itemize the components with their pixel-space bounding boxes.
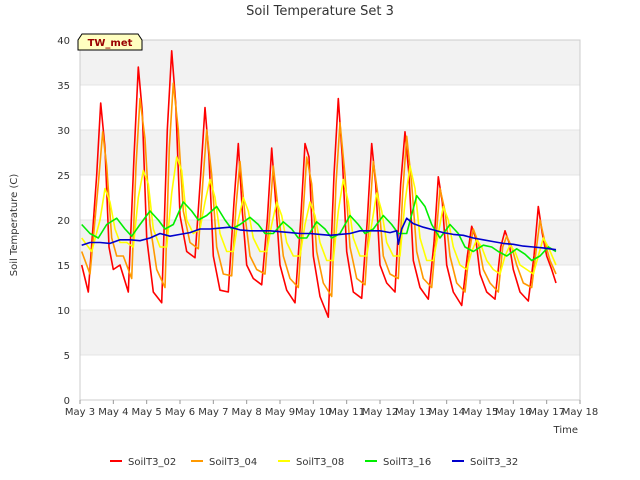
x-tick-label: May 15 — [462, 407, 499, 418]
x-tick-label: May 6 — [165, 407, 195, 418]
x-axis-ticks: May 3 May 4 May 5 May 6 May 7 May 8 May 9 May 1… — [65, 400, 598, 418]
plot-frame — [79, 39, 581, 401]
y-tick-label: 25 — [57, 171, 70, 182]
grid-band — [80, 310, 580, 355]
x-axis-label: Time — [553, 425, 578, 436]
y-axis-ticks: 0 5 10 15 20 25 30 35 40 — [57, 36, 70, 407]
grid-band — [80, 175, 580, 220]
x-tick-label: May 8 — [232, 407, 262, 418]
grid-bands — [80, 39, 580, 400]
tag-box: TW_met — [77, 33, 143, 51]
y-tick-label: 40 — [57, 36, 70, 47]
y-tick-label: 0 — [64, 396, 70, 407]
legend: SoilT3_02 SoilT3_04 SoilT3_08 SoilT3_16 Soil… — [110, 457, 518, 468]
series-line-soilt3_16 — [81, 194, 557, 262]
x-tick-label: May 10 — [295, 407, 332, 418]
y-axis-label: Soil Temperature (C) — [9, 174, 20, 277]
x-tick-label: May 5 — [132, 407, 162, 418]
legend-label: SoilT3_32 — [470, 457, 518, 468]
series-line-soilt3_32 — [81, 217, 557, 251]
legend-label: SoilT3_16 — [383, 457, 431, 468]
grid-band — [80, 355, 580, 400]
x-tick-label: May 16 — [495, 407, 532, 418]
x-tick-label: May 12 — [362, 407, 399, 418]
legend-label: SoilT3_02 — [128, 457, 176, 468]
series-lines — [80, 49, 557, 319]
x-tick-label: May 17 — [528, 407, 565, 418]
x-tick-label: May 13 — [395, 407, 432, 418]
chart-title: Soil Temperature Set 3 — [246, 4, 394, 19]
y-tick-label: 20 — [57, 216, 70, 227]
y-tick-label: 30 — [57, 126, 70, 137]
x-tick-label: May 7 — [198, 407, 228, 418]
y-tick-label: 10 — [57, 306, 70, 317]
series-line-soilt3_08 — [81, 156, 557, 275]
y-tick-label: 5 — [64, 351, 70, 362]
x-tick-label: May 14 — [428, 407, 465, 418]
y-tick-label: 35 — [57, 81, 70, 92]
grid-band — [80, 130, 580, 175]
x-tick-label: May 11 — [328, 407, 365, 418]
x-tick-label: May 18 — [562, 407, 599, 418]
grid-band — [80, 40, 580, 85]
x-tick-label: May 4 — [98, 407, 128, 418]
legend-label: SoilT3_08 — [296, 457, 344, 468]
series-line-soilt3_02 — [80, 49, 557, 319]
grid-band — [80, 85, 580, 130]
legend-label: SoilT3_04 — [209, 457, 257, 468]
tag-label: TW_met — [88, 38, 133, 49]
x-tick-label: May 9 — [265, 407, 295, 418]
x-tick-label: May 3 — [65, 407, 95, 418]
tag-box-shape — [77, 33, 143, 51]
y-tick-label: 15 — [57, 261, 70, 272]
